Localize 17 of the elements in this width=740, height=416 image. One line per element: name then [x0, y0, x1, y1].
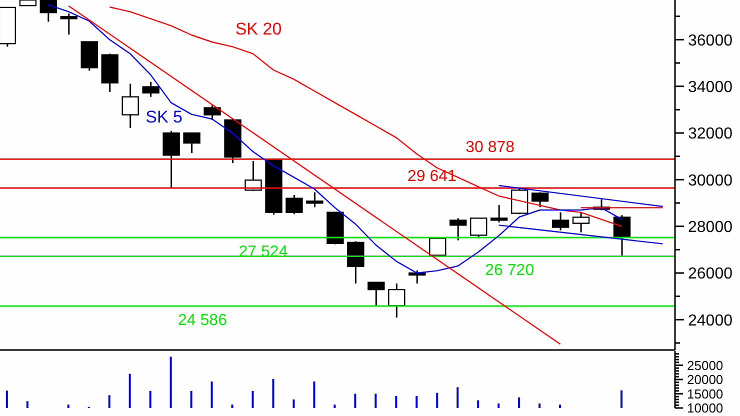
y-tick-label: 34000 — [688, 78, 733, 96]
y-tick-label: 15000 — [687, 386, 724, 402]
y-tick-label: 20000 — [687, 372, 724, 388]
series-label: SK 5 — [146, 108, 182, 127]
y-tick-label: 10000 — [687, 400, 724, 416]
y-tick-label: 26000 — [688, 266, 733, 283]
y-tick-label: 36000 — [688, 32, 733, 50]
ref-line-label: 24 586 — [178, 312, 228, 329]
y-tick-label: 24000 — [688, 312, 733, 330]
ref-line-label: 30 878 — [466, 139, 515, 156]
series-label: SK 20 — [235, 20, 282, 39]
y-tick-label: 25000 — [687, 358, 724, 373]
y-tick-label: 28000 — [688, 218, 733, 236]
ref-line-label: 29 641 — [408, 168, 457, 186]
ref-line-label: 26 720 — [485, 262, 534, 280]
y-tick-label: 30000 — [688, 172, 733, 190]
y-tick-label: 32000 — [688, 126, 733, 143]
